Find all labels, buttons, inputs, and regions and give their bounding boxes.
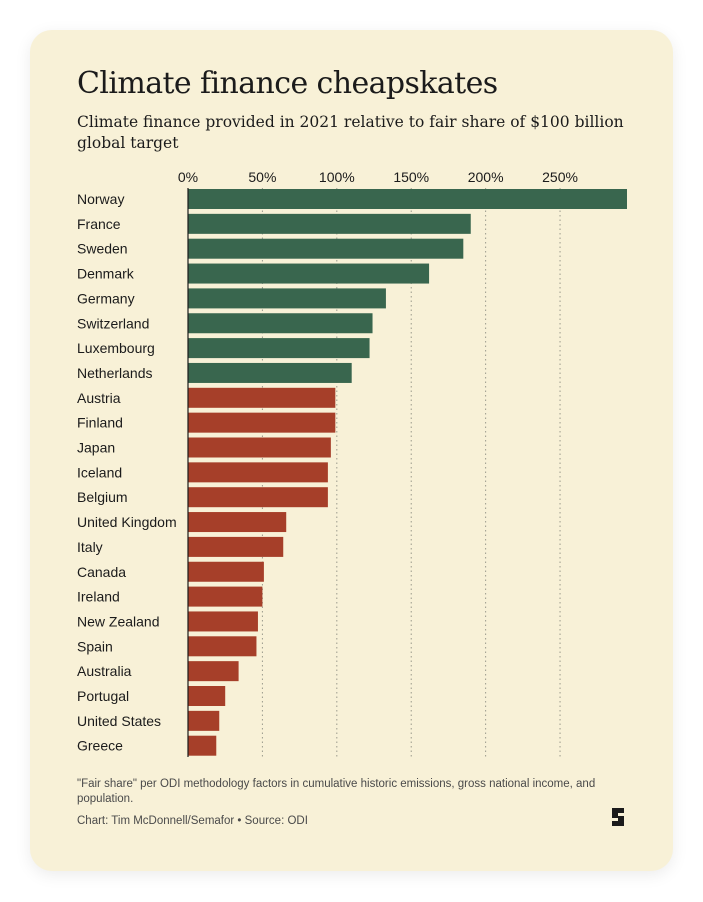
bar	[188, 636, 257, 657]
bar	[188, 487, 328, 508]
category-label: Greece	[77, 738, 123, 754]
category-label: Italy	[77, 539, 103, 555]
x-tick-label: 200%	[468, 169, 504, 185]
bar	[188, 512, 287, 533]
bar	[188, 213, 471, 234]
bar	[188, 561, 264, 582]
category-label: Norway	[77, 191, 124, 207]
bar	[188, 189, 627, 209]
chart-subtitle: Climate finance provided in 2021 relativ…	[77, 113, 624, 152]
bar	[188, 586, 263, 607]
category-label: Portugal	[77, 688, 129, 704]
semafor-logo	[612, 808, 624, 826]
x-tick-label: 250%	[542, 169, 578, 185]
category-label: Canada	[77, 564, 126, 580]
bar	[188, 288, 386, 309]
category-label: Ireland	[77, 589, 120, 605]
bar	[188, 437, 331, 458]
chart-credit: Chart: Tim McDonnell/Semafor • Source: O…	[77, 815, 308, 827]
bar	[188, 263, 430, 284]
category-label: Sweden	[77, 241, 128, 257]
category-label: Japan	[77, 440, 115, 456]
chart-title: Climate finance cheapskates	[77, 66, 498, 101]
category-label: Belgium	[77, 489, 128, 505]
bar	[188, 462, 328, 483]
category-label: Luxembourg	[77, 340, 155, 356]
category-label: France	[77, 216, 121, 232]
category-label: New Zealand	[77, 613, 160, 629]
category-label: Switzerland	[77, 315, 149, 331]
category-label: Netherlands	[77, 365, 153, 381]
x-tick-label: 100%	[319, 169, 355, 185]
category-label: Germany	[77, 290, 135, 306]
bar	[188, 611, 258, 632]
bar	[188, 313, 373, 334]
x-tick-label: 50%	[248, 169, 276, 185]
category-label: United Kingdom	[77, 514, 177, 530]
category-label: Finland	[77, 415, 123, 431]
chart-footnote: "Fair share" per ODI methodology factors…	[77, 778, 596, 805]
bar	[188, 686, 226, 706]
bar	[188, 238, 464, 259]
category-label: Australia	[77, 663, 132, 679]
bar	[188, 710, 220, 731]
x-tick-label: 150%	[393, 169, 429, 185]
bar	[188, 735, 217, 756]
category-label: Austria	[77, 390, 121, 406]
bar	[188, 661, 239, 682]
bar	[188, 387, 336, 408]
bar	[188, 338, 370, 359]
category-label: Iceland	[77, 464, 122, 480]
chart-card	[30, 30, 673, 871]
x-tick-label: 0%	[178, 169, 198, 185]
bar	[188, 412, 336, 433]
category-label: United States	[77, 713, 161, 729]
category-label: Denmark	[77, 266, 135, 282]
bar	[188, 536, 284, 557]
category-label: Spain	[77, 638, 113, 654]
bar	[188, 362, 352, 383]
